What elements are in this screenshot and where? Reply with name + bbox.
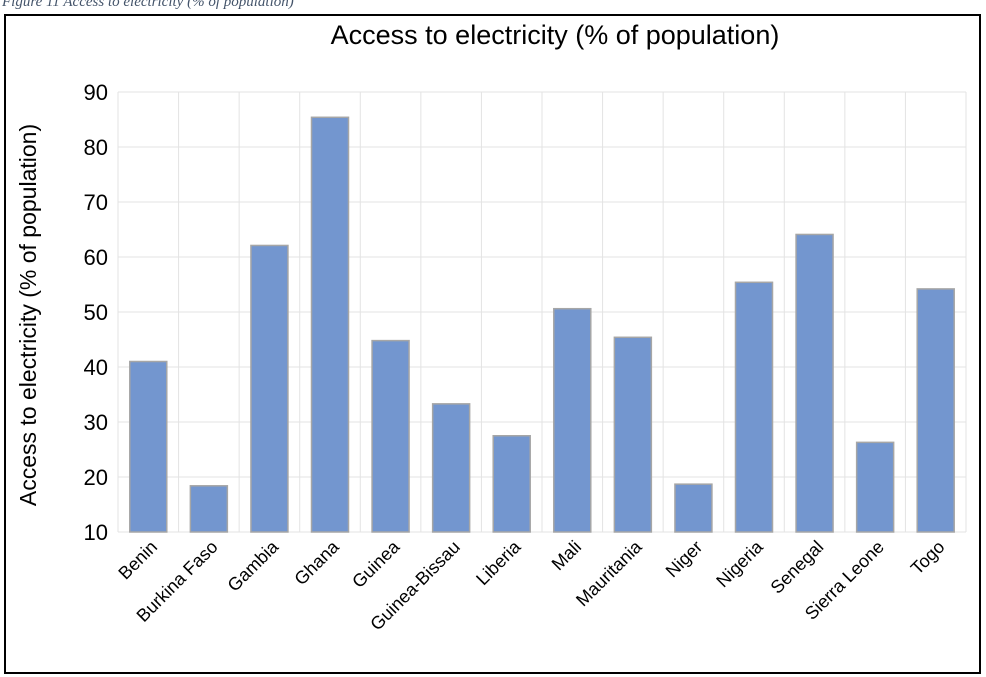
figure-caption: Figure 11 Access to electricity (% of po… [2, 0, 294, 10]
y-tick-label: 80 [84, 135, 108, 160]
y-tick-label: 30 [84, 410, 108, 435]
bar [795, 233, 834, 533]
y-tick-label: 70 [84, 190, 108, 215]
bar [855, 441, 895, 533]
y-axis-label: Access to electricity (% of population) [15, 124, 41, 506]
bar [310, 116, 350, 533]
y-tick-labels: 10 20 30 40 50 60 70 80 90 [84, 80, 108, 545]
x-tick-label: Guinea [348, 536, 404, 592]
bar-series [129, 116, 955, 533]
bar [674, 483, 713, 533]
bar [734, 281, 774, 533]
bar [553, 307, 592, 533]
x-tick-label: Mauritania [572, 536, 646, 610]
y-tick-label: 20 [84, 465, 108, 490]
x-tick-label: Liberia [472, 536, 525, 589]
bar [431, 403, 471, 533]
x-tick-label: Ghana [290, 536, 343, 589]
chart-frame [4, 14, 981, 674]
bar [916, 288, 955, 533]
bar [129, 360, 168, 533]
y-tick-label: 40 [84, 355, 108, 380]
chart-title: Access to electricity (% of population) [331, 20, 780, 50]
x-tick-label: Niger [662, 537, 707, 582]
bar [613, 336, 653, 533]
x-tick-label: Gambia [224, 536, 283, 595]
grid-lines [117, 91, 967, 533]
x-tick-label: Benin [114, 537, 161, 584]
x-tick-label: Togo [907, 537, 949, 579]
y-tick-label: 50 [84, 300, 108, 325]
bar [250, 244, 289, 533]
bar [189, 485, 229, 533]
y-tick-label: 10 [84, 520, 108, 545]
bar [371, 339, 410, 533]
x-tick-label: Mali [548, 537, 585, 574]
x-tick-label: Senegal [767, 537, 828, 598]
y-tick-label: 90 [84, 80, 108, 105]
bar [492, 435, 531, 533]
x-tick-label: Nigeria [712, 536, 767, 591]
y-tick-label: 60 [84, 245, 108, 270]
